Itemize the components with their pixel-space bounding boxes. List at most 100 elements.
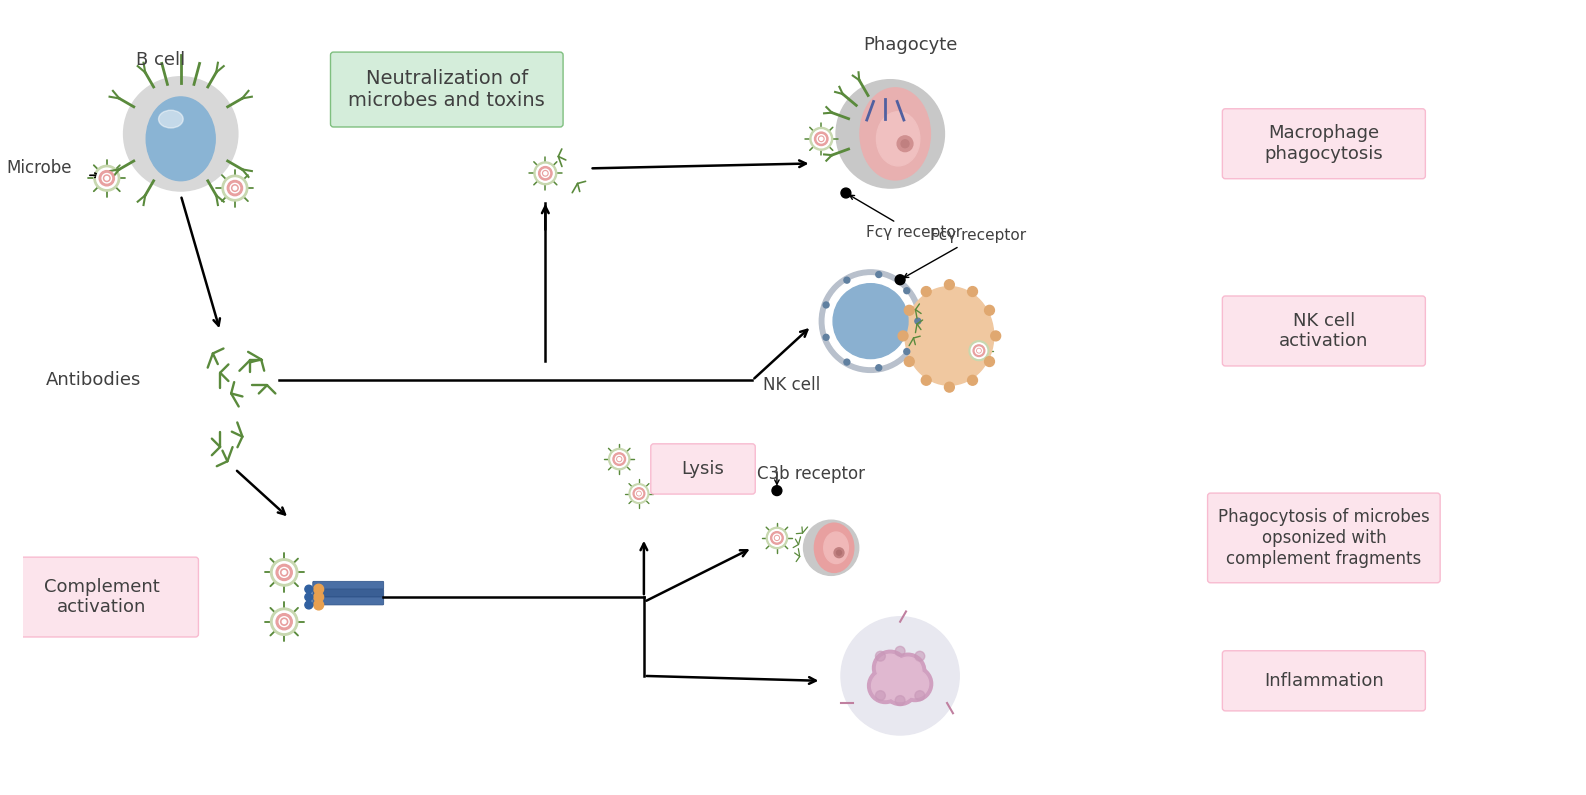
- Circle shape: [612, 453, 625, 465]
- Circle shape: [901, 140, 909, 148]
- Circle shape: [539, 167, 552, 180]
- Text: Neutralization of
microbes and toxins: Neutralization of microbes and toxins: [349, 69, 546, 110]
- Circle shape: [944, 382, 955, 392]
- Circle shape: [305, 593, 312, 601]
- Text: Complement
activation: Complement activation: [44, 578, 160, 616]
- Circle shape: [904, 357, 914, 366]
- Circle shape: [633, 488, 646, 499]
- Circle shape: [536, 165, 554, 182]
- Circle shape: [872, 672, 899, 700]
- Circle shape: [225, 178, 246, 198]
- Circle shape: [915, 318, 921, 324]
- Ellipse shape: [860, 87, 931, 180]
- Circle shape: [812, 130, 829, 148]
- Text: Lysis: Lysis: [682, 460, 725, 478]
- Circle shape: [898, 331, 909, 341]
- FancyBboxPatch shape: [1223, 651, 1426, 711]
- FancyBboxPatch shape: [1223, 109, 1426, 179]
- Circle shape: [233, 186, 236, 190]
- Circle shape: [967, 287, 977, 297]
- Circle shape: [875, 651, 885, 661]
- Circle shape: [901, 670, 929, 697]
- Circle shape: [890, 653, 926, 688]
- Circle shape: [915, 691, 925, 700]
- Circle shape: [904, 348, 910, 355]
- Text: B cell: B cell: [136, 51, 186, 69]
- Circle shape: [844, 277, 850, 283]
- Circle shape: [766, 527, 788, 549]
- Text: Microbe: Microbe: [6, 159, 73, 177]
- Circle shape: [872, 650, 909, 686]
- Circle shape: [611, 451, 628, 467]
- Circle shape: [94, 165, 119, 191]
- Circle shape: [895, 646, 906, 656]
- Circle shape: [638, 492, 641, 495]
- FancyBboxPatch shape: [312, 581, 384, 589]
- Circle shape: [985, 357, 994, 366]
- Text: Inflammation: Inflammation: [1264, 672, 1383, 690]
- Circle shape: [904, 288, 910, 293]
- Circle shape: [314, 584, 324, 594]
- Circle shape: [776, 537, 779, 539]
- Circle shape: [841, 617, 960, 735]
- Circle shape: [97, 168, 117, 188]
- Ellipse shape: [159, 111, 182, 128]
- Circle shape: [823, 302, 829, 308]
- Circle shape: [282, 620, 285, 623]
- Circle shape: [895, 696, 906, 705]
- Ellipse shape: [146, 97, 216, 180]
- Ellipse shape: [877, 112, 920, 166]
- Circle shape: [836, 80, 944, 188]
- Text: NK cell: NK cell: [763, 376, 820, 394]
- Circle shape: [222, 175, 247, 201]
- Ellipse shape: [906, 287, 994, 386]
- Circle shape: [898, 136, 914, 152]
- Circle shape: [875, 691, 885, 700]
- Circle shape: [276, 564, 292, 580]
- Circle shape: [619, 458, 620, 460]
- Circle shape: [282, 571, 285, 574]
- Circle shape: [823, 335, 829, 340]
- FancyBboxPatch shape: [5, 557, 198, 637]
- Circle shape: [904, 305, 914, 315]
- Circle shape: [833, 284, 909, 359]
- Circle shape: [825, 276, 915, 366]
- Circle shape: [273, 562, 295, 584]
- Circle shape: [991, 331, 1001, 341]
- Circle shape: [974, 345, 985, 356]
- Circle shape: [844, 359, 850, 365]
- Circle shape: [882, 670, 918, 705]
- Circle shape: [810, 127, 833, 150]
- Text: Fcγ receptor: Fcγ receptor: [850, 196, 961, 240]
- Circle shape: [985, 305, 994, 315]
- Circle shape: [898, 666, 933, 701]
- FancyBboxPatch shape: [1207, 493, 1440, 583]
- Circle shape: [971, 343, 986, 359]
- Circle shape: [875, 272, 882, 277]
- FancyBboxPatch shape: [330, 52, 563, 127]
- Circle shape: [271, 559, 298, 586]
- Circle shape: [921, 287, 931, 297]
- Circle shape: [630, 483, 649, 503]
- Circle shape: [105, 176, 108, 180]
- Circle shape: [544, 172, 547, 175]
- Circle shape: [314, 600, 324, 610]
- Text: C3b receptor: C3b receptor: [758, 465, 866, 483]
- Circle shape: [875, 365, 882, 370]
- Circle shape: [769, 529, 785, 546]
- Circle shape: [534, 162, 557, 184]
- Circle shape: [305, 601, 312, 609]
- Circle shape: [771, 532, 783, 545]
- Circle shape: [967, 375, 977, 386]
- Circle shape: [124, 77, 238, 191]
- Circle shape: [820, 270, 921, 372]
- Circle shape: [895, 657, 921, 684]
- Text: Macrophage
phagocytosis: Macrophage phagocytosis: [1264, 124, 1383, 163]
- Text: NK cell
activation: NK cell activation: [1280, 312, 1369, 351]
- FancyBboxPatch shape: [650, 444, 755, 494]
- Ellipse shape: [823, 532, 849, 564]
- Text: Antibodies: Antibodies: [46, 371, 141, 390]
- FancyBboxPatch shape: [1223, 296, 1426, 366]
- Ellipse shape: [814, 523, 853, 572]
- Circle shape: [314, 592, 324, 602]
